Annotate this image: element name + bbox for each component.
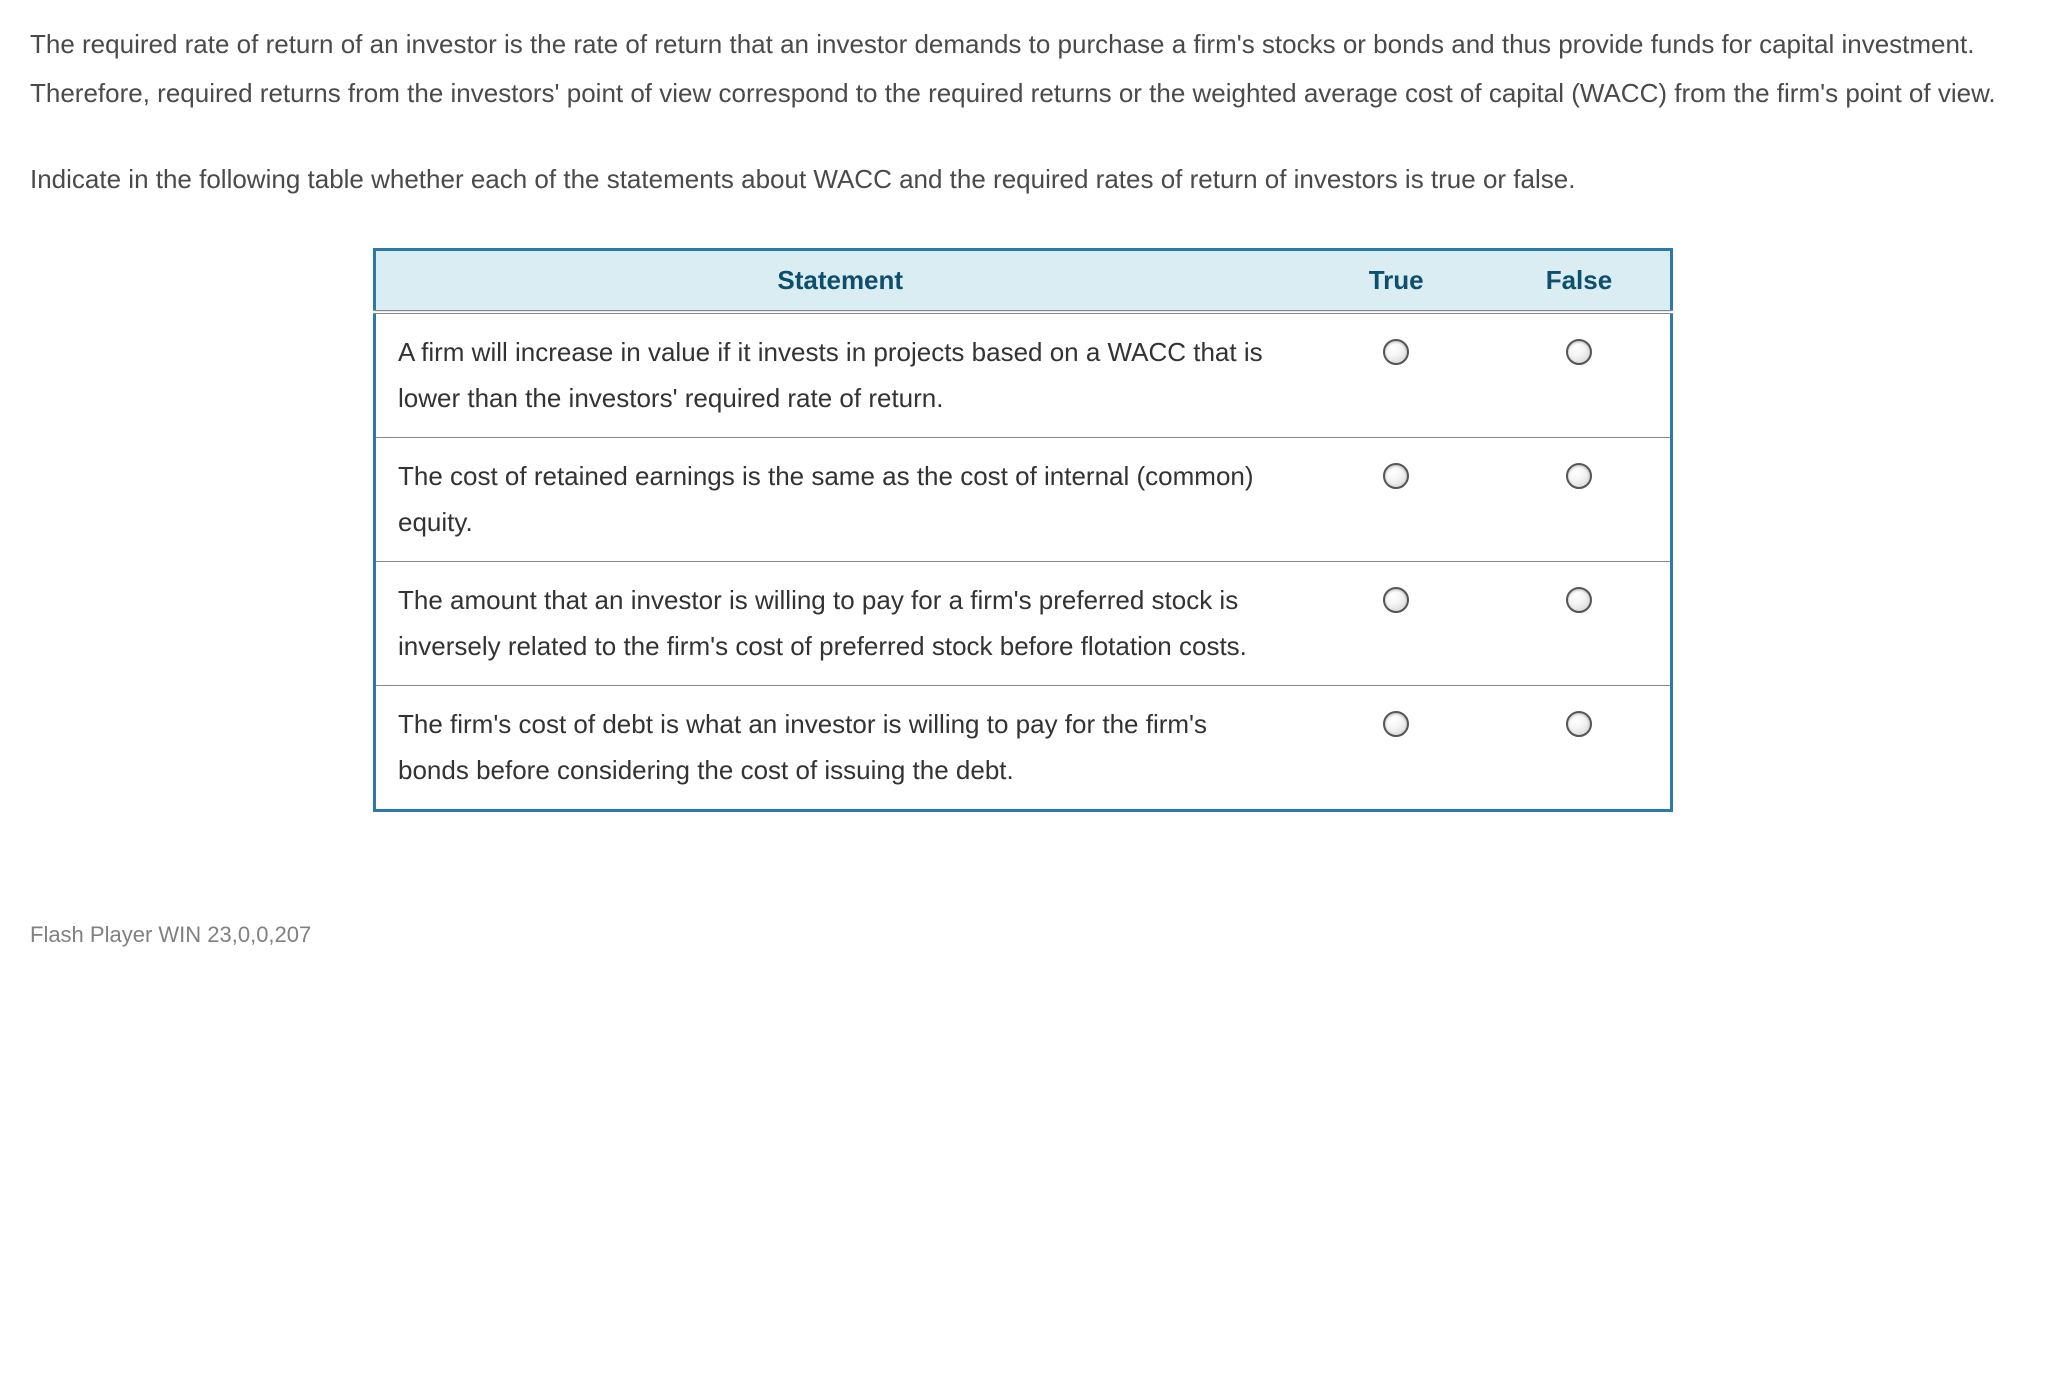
- instruction-paragraph: Indicate in the following table whether …: [30, 155, 2016, 204]
- radio-true[interactable]: [1383, 711, 1409, 737]
- flash-player-version: Flash Player WIN 23,0,0,207: [30, 922, 2016, 948]
- false-cell: [1488, 686, 1672, 811]
- statement-cell: The firm's cost of debt is what an inves…: [375, 686, 1305, 811]
- radio-false[interactable]: [1566, 339, 1592, 365]
- radio-true[interactable]: [1383, 587, 1409, 613]
- header-false: False: [1488, 250, 1672, 313]
- table-container: Statement True False A firm will increas…: [30, 248, 2016, 812]
- table-row: The firm's cost of debt is what an inves…: [375, 686, 1672, 811]
- statement-cell: The cost of retained earnings is the sam…: [375, 438, 1305, 562]
- header-statement: Statement: [375, 250, 1305, 313]
- wacc-statements-table: Statement True False A firm will increas…: [373, 248, 1673, 812]
- radio-true[interactable]: [1383, 339, 1409, 365]
- radio-false[interactable]: [1566, 587, 1592, 613]
- table-row: A firm will increase in value if it inve…: [375, 312, 1672, 438]
- radio-false[interactable]: [1566, 711, 1592, 737]
- false-cell: [1488, 312, 1672, 438]
- radio-false[interactable]: [1566, 463, 1592, 489]
- radio-true[interactable]: [1383, 463, 1409, 489]
- true-cell: [1304, 438, 1488, 562]
- table-row: The cost of retained earnings is the sam…: [375, 438, 1672, 562]
- table-row: The amount that an investor is willing t…: [375, 562, 1672, 686]
- intro-paragraph: The required rate of return of an invest…: [30, 20, 2016, 119]
- false-cell: [1488, 562, 1672, 686]
- true-cell: [1304, 686, 1488, 811]
- table-header-row: Statement True False: [375, 250, 1672, 313]
- header-true: True: [1304, 250, 1488, 313]
- statement-cell: The amount that an investor is willing t…: [375, 562, 1305, 686]
- false-cell: [1488, 438, 1672, 562]
- true-cell: [1304, 562, 1488, 686]
- statement-cell: A firm will increase in value if it inve…: [375, 312, 1305, 438]
- true-cell: [1304, 312, 1488, 438]
